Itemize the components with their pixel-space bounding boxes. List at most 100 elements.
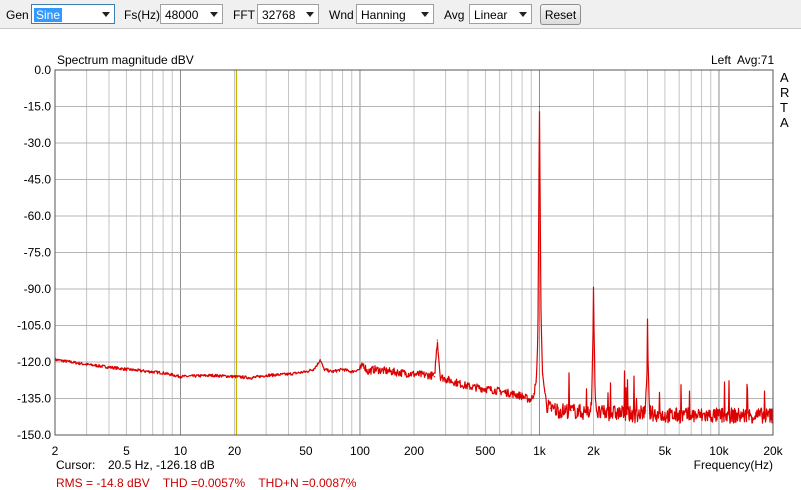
generator-select[interactable]: Sine — [31, 4, 115, 24]
data-point — [341, 368, 344, 370]
arta-logo-letter: R — [780, 85, 789, 100]
chart-title: Spectrum magnitude dBV — [57, 53, 194, 67]
window-select[interactable]: Hanning — [356, 4, 434, 24]
data-point — [644, 410, 647, 412]
y-tick-label: -30.0 — [24, 136, 52, 150]
data-point — [541, 373, 544, 375]
data-point — [596, 412, 598, 414]
data-point — [351, 371, 353, 373]
data-point — [484, 388, 487, 390]
x-tick-label: 20k — [763, 444, 783, 458]
data-point — [592, 312, 595, 314]
y-tick-label: 0.0 — [34, 63, 51, 77]
x-tick-label: 5k — [659, 444, 673, 458]
x-tick-label: 50 — [299, 444, 313, 458]
x-tick-label: 20 — [228, 444, 242, 458]
y-tick-label: -135.0 — [17, 392, 51, 406]
trace-layer — [54, 105, 774, 424]
data-point — [648, 412, 651, 414]
averaging-value: Linear — [474, 8, 508, 22]
x-tick-label: 2 — [52, 444, 59, 458]
data-point — [636, 414, 638, 417]
data-point — [211, 374, 213, 376]
y-tick-label: -75.0 — [24, 246, 52, 260]
data-point — [390, 371, 393, 373]
data-point — [540, 312, 542, 314]
data-point — [499, 390, 501, 392]
data-point — [690, 414, 692, 417]
data-point — [718, 414, 720, 417]
x-tick-label: 2k — [587, 444, 601, 458]
data-point — [433, 376, 436, 378]
y-tick-label: -105.0 — [17, 319, 51, 333]
data-point — [559, 410, 561, 412]
chevron-down-icon — [421, 12, 429, 17]
fft-size-value: 32768 — [262, 8, 296, 22]
data-point — [588, 412, 591, 414]
data-point — [179, 376, 182, 378]
data-point — [312, 368, 314, 370]
plot-border — [54, 69, 774, 436]
fft-size-select[interactable]: 32768 — [257, 4, 319, 24]
y-tick-labels: 0.0 -15.0 -30.0 -45.0 -60.0 -75.0 -90.0 -105.0 -… — [17, 63, 51, 442]
wnd-label: Wnd — [329, 8, 354, 22]
data-point — [436, 339, 438, 341]
data-point — [373, 368, 375, 370]
data-point — [594, 397, 597, 400]
data-point — [233, 376, 236, 378]
reset-button[interactable]: Reset — [540, 4, 581, 25]
chevron-down-icon — [210, 12, 218, 17]
x-tick-label: 5 — [123, 444, 130, 458]
data-point — [646, 349, 649, 351]
y-tick-label: -60.0 — [24, 209, 52, 223]
data-point — [316, 363, 319, 366]
arta-logo-letter: A — [780, 70, 789, 85]
data-point — [363, 363, 365, 366]
x-tick-labels: 2 5 10 20 50 100 200 500 1k 2k 5k 10k 20k — [52, 444, 784, 458]
data-point — [539, 215, 541, 217]
x-tick-label: 10 — [174, 444, 188, 458]
cursor-readout: 20.5 Hz, -126.18 dB — [108, 458, 215, 472]
x-tick-label: 500 — [475, 444, 495, 458]
sample-rate-value: 48000 — [165, 8, 199, 22]
data-point — [323, 368, 325, 370]
y-tick-label: -45.0 — [24, 173, 52, 187]
data-point — [526, 397, 528, 400]
data-point — [511, 393, 513, 395]
chevron-down-icon — [519, 12, 527, 17]
data-point — [430, 374, 432, 376]
avg-label: Avg — [444, 8, 465, 22]
arta-logo-letter: T — [780, 100, 788, 115]
sample-rate-select[interactable]: 48000 — [160, 4, 223, 24]
averaging-select[interactable]: Linear — [469, 4, 532, 24]
generator-select-value: Sine — [34, 8, 63, 22]
spectrum-chart[interactable]: 0.0 -15.0 -30.0 -45.0 -60.0 -75.0 -90.0 -105.0 -… — [0, 30, 801, 490]
data-point — [678, 414, 680, 417]
data-point — [413, 373, 415, 375]
data-point — [319, 358, 321, 361]
data-point — [359, 368, 361, 370]
x-tick-label: 200 — [404, 444, 424, 458]
data-point — [544, 390, 546, 392]
window-value: Hanning — [361, 8, 406, 22]
measurement-stats: RMS = -14.8 dBV THD =0.0057% THD+N =0.00… — [56, 476, 357, 490]
grid — [55, 70, 773, 435]
arta-logo-letter: A — [780, 115, 789, 130]
toolbar: Gen Sine Fs(Hz) 48000 FFT 32768 Wnd Hann… — [0, 0, 801, 29]
channel-label: Left — [711, 53, 732, 67]
fft-label: FFT — [233, 8, 255, 22]
data-point — [535, 380, 537, 383]
cursor-label: Cursor: — [56, 458, 95, 472]
y-tick-label: -150.0 — [17, 428, 51, 442]
data-point — [331, 371, 333, 373]
data-point — [538, 105, 541, 108]
data-point — [530, 399, 532, 401]
data-point — [537, 337, 539, 339]
data-point — [265, 374, 267, 376]
data-point — [86, 363, 88, 366]
data-point — [570, 410, 572, 412]
data-point — [749, 414, 752, 417]
avg-info: Avg:71 — [737, 53, 774, 67]
data-point — [305, 371, 307, 373]
